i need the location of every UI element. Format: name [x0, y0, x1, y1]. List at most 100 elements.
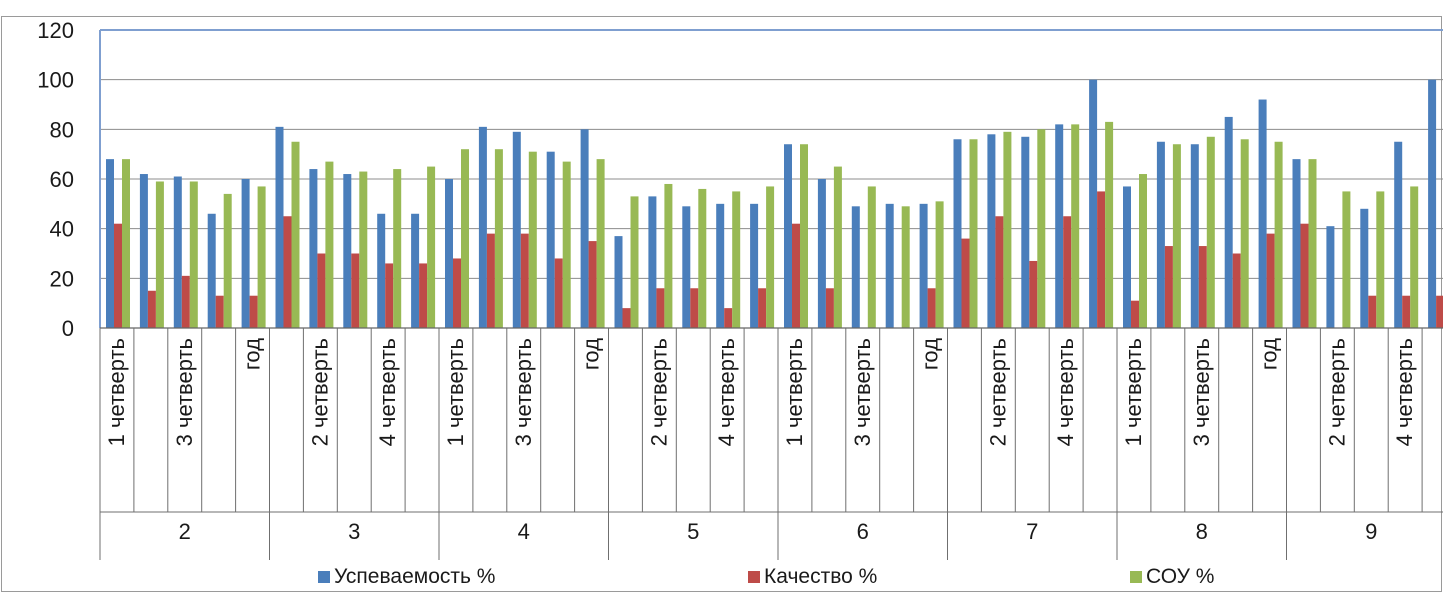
- x-tick-label: 2 четверть: [646, 338, 671, 446]
- bar: [995, 216, 1004, 328]
- bar: [750, 203, 759, 328]
- bar: [1292, 159, 1301, 328]
- y-tick-label: 100: [37, 68, 74, 93]
- x-tick-label: 3 четверть: [1189, 338, 1214, 446]
- bar: [588, 241, 597, 328]
- group-label: 6: [857, 519, 869, 544]
- bar: [114, 223, 122, 328]
- bar: [1368, 295, 1377, 328]
- x-tick-label: 1 четверть: [443, 338, 468, 446]
- bar: [953, 139, 962, 328]
- x-tick-label: год: [918, 338, 943, 370]
- bar: [1436, 295, 1443, 328]
- bar: [215, 295, 224, 328]
- group-label: 8: [1196, 519, 1208, 544]
- legend-label: Успеваемость %: [334, 565, 495, 588]
- x-tick-label: 4 четверть: [1392, 338, 1417, 446]
- y-tick-label: 0: [62, 316, 74, 341]
- x-tick-label: 1 четверть: [782, 338, 807, 446]
- bar: [528, 151, 537, 328]
- group-label: 7: [1026, 519, 1038, 544]
- bar: [317, 253, 326, 328]
- legend-swatch: [318, 571, 330, 583]
- bar: [1055, 124, 1064, 328]
- x-tick-label: 3 четверть: [850, 338, 875, 446]
- bar: [927, 288, 936, 328]
- bar: [1029, 260, 1038, 328]
- bar: [1097, 191, 1106, 328]
- bar: [155, 181, 164, 328]
- bar: [1232, 253, 1241, 328]
- bar: [682, 206, 691, 328]
- group-label: 3: [348, 519, 360, 544]
- bar: [724, 308, 733, 328]
- bar: [1274, 141, 1283, 328]
- bar: [1164, 246, 1173, 328]
- bar: [800, 144, 808, 328]
- bar: [546, 151, 555, 328]
- bar: [885, 203, 894, 328]
- bar: [147, 290, 156, 328]
- bar: [987, 134, 996, 328]
- bar: [1139, 174, 1147, 328]
- bar: [419, 263, 428, 328]
- bar: [1428, 79, 1437, 329]
- bar: [377, 213, 386, 328]
- bar: [181, 275, 190, 328]
- bar: [343, 174, 352, 328]
- y-tick-label: 60: [50, 167, 74, 192]
- x-tick-label: 2 четверть: [1324, 338, 1349, 446]
- bar: [241, 179, 250, 328]
- bar: [1394, 141, 1403, 328]
- bar: [1105, 121, 1114, 328]
- bar: [1342, 191, 1351, 328]
- bar: [275, 126, 284, 328]
- x-tick-label: 1 четверть: [1121, 338, 1146, 446]
- bar: [630, 196, 639, 328]
- x-axis: 1 четверть 3 четверть год 2 четверть 4 четве…: [99, 327, 1443, 560]
- x-tick-label: 4 четверть: [714, 338, 739, 446]
- bar: [901, 206, 910, 328]
- x-tick-label: 4 четверть: [1053, 338, 1078, 446]
- bar: [919, 203, 928, 328]
- bar: [664, 183, 673, 328]
- x-tick-label: 4 четверть: [375, 338, 400, 446]
- x-tick-label: год: [1257, 338, 1282, 370]
- bar: [1326, 226, 1335, 328]
- bar: [833, 166, 842, 328]
- legend-swatch: [748, 571, 760, 583]
- bar: [935, 201, 944, 328]
- bar: [961, 238, 970, 328]
- bar: [596, 159, 605, 328]
- y-tick-label: 40: [50, 217, 74, 242]
- legend-swatch: [1130, 571, 1142, 583]
- title-band: [0, 0, 1443, 16]
- bar: [1190, 144, 1199, 328]
- legend-label: СОУ %: [1146, 565, 1214, 588]
- bar: [656, 288, 665, 328]
- bar: [411, 213, 420, 328]
- bar: [393, 169, 402, 328]
- bar: [1258, 99, 1267, 329]
- group-label: 9: [1365, 519, 1377, 544]
- bar: [1198, 246, 1207, 328]
- bar: [139, 174, 148, 328]
- bar: [648, 196, 657, 328]
- bar: [106, 159, 114, 328]
- bar: [223, 193, 232, 328]
- bar: [1063, 216, 1072, 328]
- bar: [291, 141, 300, 328]
- bar: [1021, 136, 1030, 328]
- bar: [122, 159, 130, 328]
- bar: [690, 288, 699, 328]
- bar: [622, 308, 631, 328]
- bar: [486, 233, 495, 328]
- bar: [359, 171, 368, 328]
- bar: [1037, 129, 1046, 328]
- bar: [309, 169, 318, 328]
- bar: [1360, 208, 1369, 328]
- bar: [478, 126, 487, 328]
- bar: [1308, 159, 1317, 328]
- legend: Успеваемость % Качество % СОУ %: [318, 565, 1214, 588]
